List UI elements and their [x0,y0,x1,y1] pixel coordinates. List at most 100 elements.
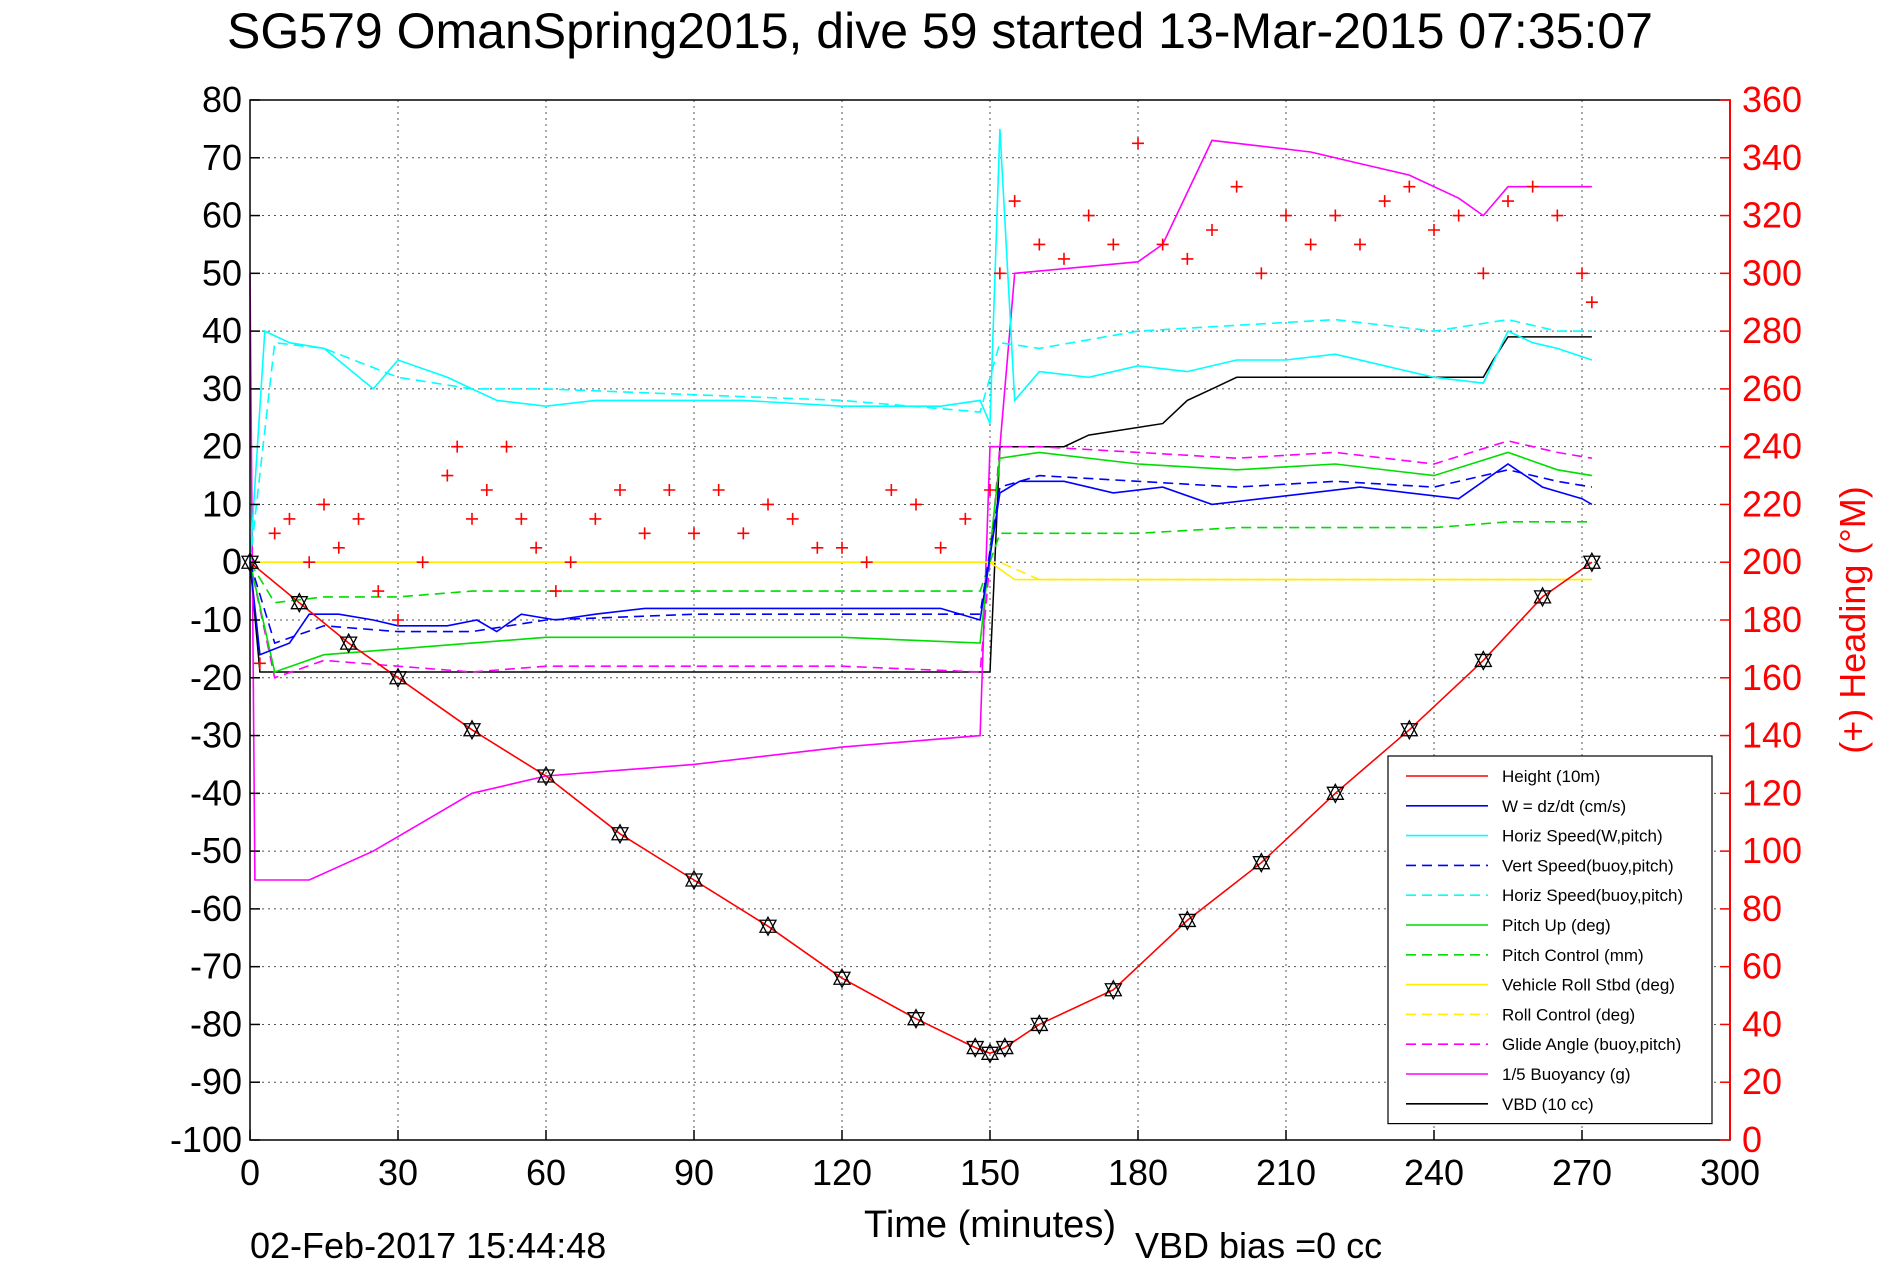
heading-point [1477,267,1490,280]
series-line [249,128,1593,563]
series-line [249,561,1593,1055]
legend-label: Vehicle Roll Stbd (deg) [1502,976,1675,995]
y-tick-label: -90 [190,1061,242,1102]
y-tick-label: 30 [202,368,242,409]
heading-point [1280,209,1292,222]
height-marker [1533,590,1552,608]
series-line [249,440,1593,679]
vbd-bias: VBD bias =0 cc [1135,1225,1382,1262]
y-tick-label: 50 [202,252,242,293]
legend-label: Pitch Control (mm) [1502,946,1644,965]
heading-point [934,541,947,554]
legend-label: Horiz Speed(W,pitch) [1502,827,1663,846]
height-marker [1474,653,1493,671]
heading-point [885,484,898,496]
heading-point [392,614,404,626]
heading-point [1526,180,1539,193]
y-tick-label: -80 [190,1003,242,1044]
legend-label: Roll Control (deg) [1502,1005,1635,1024]
height-marker [758,915,778,933]
heading-point [1255,267,1268,280]
heading-point [1585,296,1598,309]
heading-point [1576,267,1588,280]
y-tick-label: -60 [190,888,242,929]
height-marker [1326,782,1345,800]
heading-point [268,527,281,540]
heading-point [480,484,493,496]
y-tick-label: -30 [190,715,242,756]
y-right-tick-label: 120 [1742,772,1802,813]
heading-point [1156,238,1169,251]
heading-point [332,541,345,554]
height-marker [462,723,482,741]
height-marker [1252,852,1271,870]
height-marker [610,827,630,845]
height-marker [1582,555,1601,573]
series-line [250,561,1592,581]
heading-point [614,484,626,496]
height-marker [610,823,630,841]
y-right-tick-label: 300 [1742,252,1802,293]
height-marker [1178,913,1197,931]
heading-point [530,541,543,554]
height-marker [980,1046,1000,1064]
heading-point [1230,180,1243,193]
x-tick-label: 180 [1108,1152,1168,1193]
height-marker [906,1008,926,1026]
y-right-tick-label: 220 [1742,483,1802,524]
y-right-tick-label: 200 [1742,541,1802,582]
x-tick-label: 120 [812,1152,872,1193]
y-right-tick-label: 260 [1742,368,1802,409]
legend-label: W = dz/dt (cm/s) [1502,797,1626,816]
x-tick-label: 30 [378,1152,418,1193]
y-axis-left: 80 70 60 50 40 30 20 10 0 -10 -20 -30 -40 -50 -60 -70 -8… [170,79,260,1160]
y-tick-label: -10 [190,599,242,640]
y-right-tick-label: 360 [1742,79,1802,120]
height-marker [832,967,852,985]
heading-point [737,527,750,540]
heading-point [372,585,385,598]
heading-point [1206,224,1218,236]
series-line [249,468,1593,645]
heading-point [993,267,1006,280]
series-line [250,561,1592,581]
y-tick-label: 10 [202,483,242,524]
y-tick-label: 40 [202,310,242,351]
y-right-tick-label: 40 [1742,1003,1782,1044]
legend-box [1387,755,1713,1125]
y-right-tick-label: 160 [1742,657,1802,698]
series-line [249,139,1592,881]
heading-point [860,556,873,569]
height-marker [536,765,556,783]
height-marker [1474,650,1493,668]
height-marker [995,1037,1014,1055]
heading-point [589,512,602,525]
legend-label: Glide Angle (buoy,pitch) [1502,1035,1681,1054]
heading-point [1452,209,1465,222]
legend-label: Horiz Speed(buoy,pitch) [1502,886,1683,905]
heading-point [416,556,429,569]
y-tick-label: 80 [202,79,242,120]
x-tick-label: 60 [526,1152,566,1193]
height-marker [1030,1014,1049,1032]
heading-point [1329,209,1342,222]
x-tick-label: 300 [1700,1152,1760,1193]
height-marker [832,971,852,989]
height-marker [536,769,556,787]
y-tick-label: 60 [202,195,242,236]
heading-point [1181,252,1194,265]
y-right-tick-label: 320 [1742,195,1802,236]
chart-title: SG579 OmanSpring2015, dive 59 started 13… [227,3,1653,59]
heading-point [638,527,651,540]
y-right-tick-label: 100 [1742,830,1802,871]
heading-point [1378,195,1391,208]
y-tick-label: 20 [202,426,242,467]
heading-point [451,440,464,453]
height-marker [966,1040,985,1058]
legend: Height (10m) W = dz/dt (cm/s) Horiz Speed(… [1387,755,1713,1125]
x-tick-label: 150 [960,1152,1020,1193]
heading-point [688,527,700,540]
heading-markers [253,137,1598,670]
heading-point [564,556,577,569]
y-right-tick-label: 20 [1742,1061,1782,1102]
